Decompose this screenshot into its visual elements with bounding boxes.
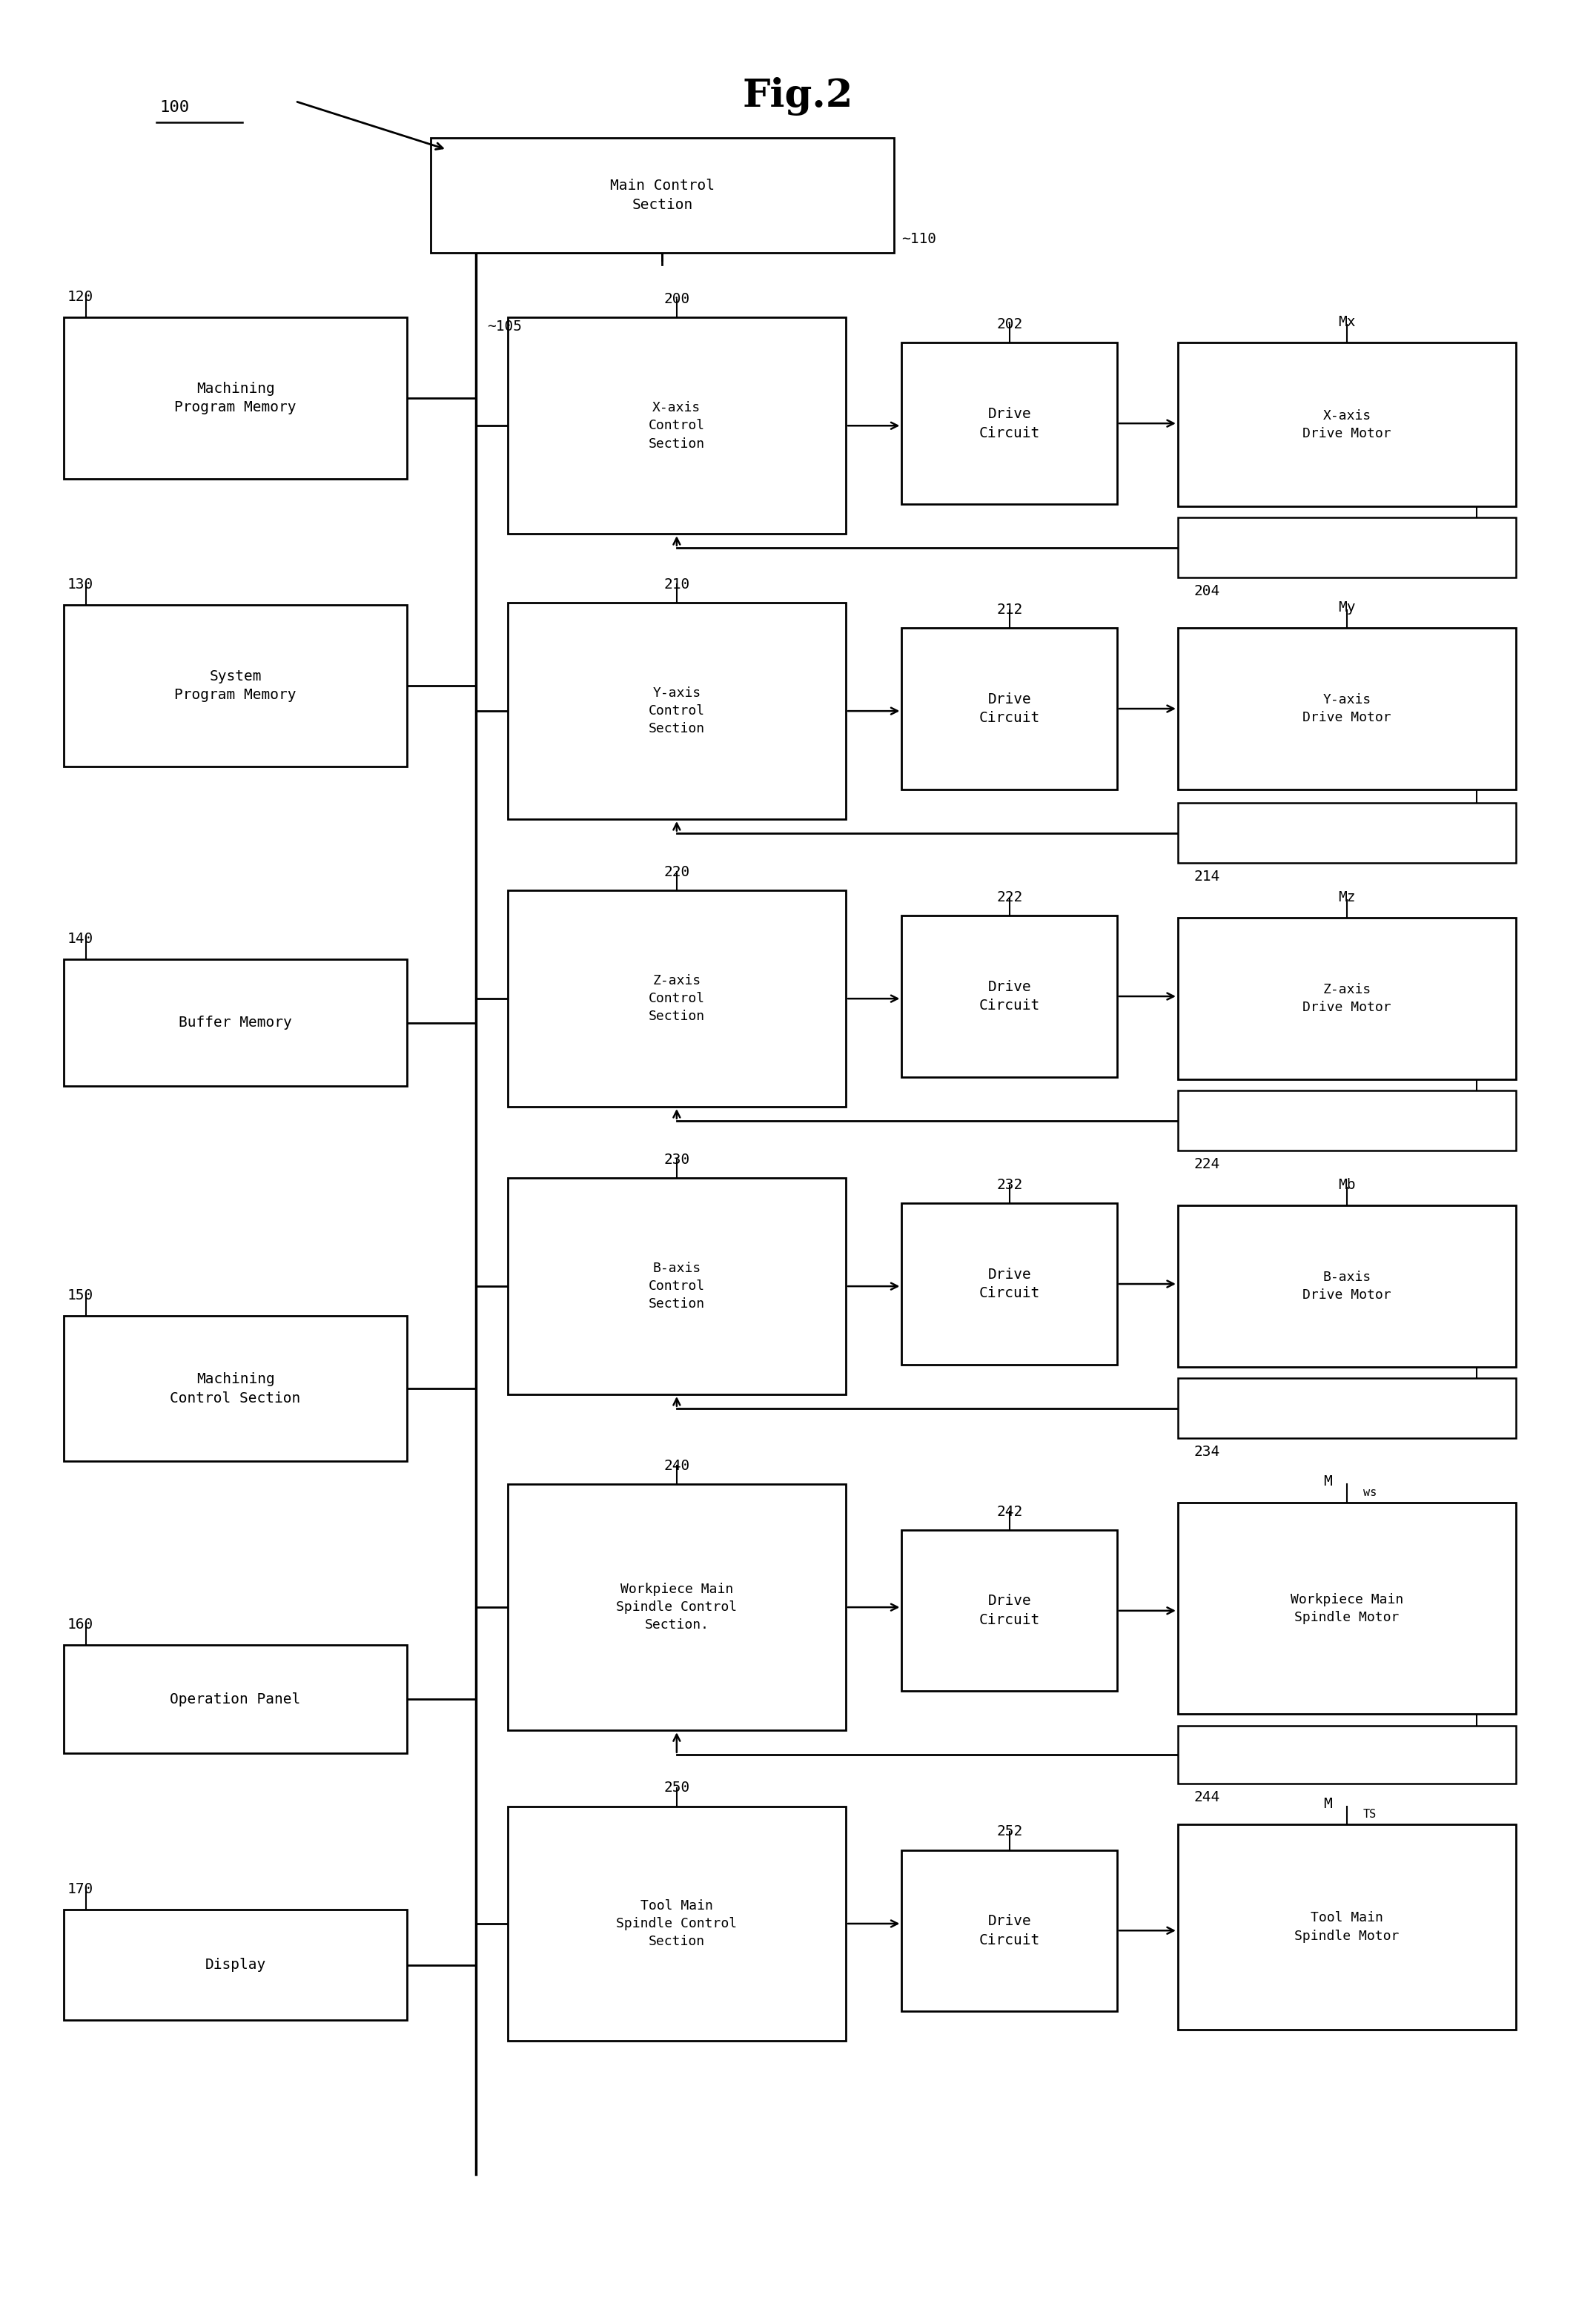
Text: Main Control
Section: Main Control Section [610, 179, 715, 212]
Bar [508, 603, 846, 819]
Bar [902, 343, 1117, 504]
Text: Workpiece Main
Spindle Control
Section.: Workpiece Main Spindle Control Section. [616, 1583, 737, 1631]
Text: 252: 252 [996, 1825, 1023, 1838]
Text: 240: 240 [664, 1459, 689, 1473]
Text: 200: 200 [664, 292, 689, 306]
Text: X-axis
Control
Section: X-axis Control Section [648, 400, 705, 451]
Text: ~105: ~105 [487, 320, 522, 334]
Bar [1178, 518, 1516, 578]
Text: ws: ws [1363, 1486, 1376, 1498]
Bar [1178, 803, 1516, 863]
Text: Drive
Circuit: Drive Circuit [978, 1914, 1041, 1947]
Text: 170: 170 [67, 1882, 93, 1896]
Text: 244: 244 [1194, 1790, 1219, 1804]
Text: Mz: Mz [1339, 890, 1355, 904]
Text: 150: 150 [67, 1289, 93, 1302]
Bar [508, 890, 846, 1107]
Bar [1178, 1206, 1516, 1367]
Bar [64, 1910, 407, 2020]
Text: Z-axis
Control
Section: Z-axis Control Section [648, 973, 705, 1024]
Text: Tool Main
Spindle Control
Section: Tool Main Spindle Control Section [616, 1898, 737, 1949]
Text: 202: 202 [996, 318, 1023, 331]
Bar [1178, 1726, 1516, 1783]
Bar [1178, 1825, 1516, 2029]
Bar [902, 1850, 1117, 2011]
Text: Display: Display [204, 1958, 267, 1972]
Text: 230: 230 [664, 1153, 689, 1167]
Text: B-axis
Control
Section: B-axis Control Section [648, 1261, 705, 1312]
Bar [508, 318, 846, 534]
Text: 100: 100 [160, 101, 190, 115]
Text: My: My [1339, 601, 1355, 614]
Text: Workpiece Main
Spindle Motor: Workpiece Main Spindle Motor [1291, 1592, 1403, 1625]
Text: 224: 224 [1194, 1157, 1219, 1171]
Bar [431, 138, 894, 253]
Bar [64, 960, 407, 1086]
Bar [902, 1530, 1117, 1691]
Bar [1178, 628, 1516, 789]
Text: TS: TS [1363, 1809, 1376, 1820]
Text: Drive
Circuit: Drive Circuit [978, 407, 1041, 439]
Text: Machining
Program Memory: Machining Program Memory [174, 382, 297, 414]
Text: Operation Panel: Operation Panel [171, 1691, 300, 1707]
Text: Drive
Circuit: Drive Circuit [978, 980, 1041, 1012]
Bar [508, 1484, 846, 1730]
Text: 210: 210 [664, 578, 689, 591]
Text: Machining
Control Section: Machining Control Section [171, 1371, 300, 1406]
Text: Tool Main
Spindle Motor: Tool Main Spindle Motor [1294, 1912, 1400, 1942]
Text: ~110: ~110 [902, 232, 937, 246]
Bar [64, 318, 407, 479]
Text: M: M [1323, 1797, 1331, 1811]
Bar [902, 1203, 1117, 1364]
Text: Mb: Mb [1339, 1178, 1355, 1192]
Text: 232: 232 [996, 1178, 1023, 1192]
Bar [64, 1316, 407, 1461]
Bar [1178, 918, 1516, 1079]
Text: 140: 140 [67, 932, 93, 946]
Text: Drive
Circuit: Drive Circuit [978, 693, 1041, 725]
Text: 214: 214 [1194, 870, 1219, 884]
Text: Fig.2: Fig.2 [742, 78, 854, 115]
Text: 222: 222 [996, 890, 1023, 904]
Bar [1178, 1378, 1516, 1438]
Bar [902, 916, 1117, 1077]
Text: 204: 204 [1194, 584, 1219, 598]
Text: Drive
Circuit: Drive Circuit [978, 1268, 1041, 1300]
Text: 242: 242 [996, 1505, 1023, 1519]
Text: B-axis
Drive Motor: B-axis Drive Motor [1302, 1270, 1392, 1302]
Text: 212: 212 [996, 603, 1023, 617]
Bar [1178, 1091, 1516, 1150]
Text: 160: 160 [67, 1618, 93, 1631]
Text: Z-axis
Drive Motor: Z-axis Drive Motor [1302, 983, 1392, 1015]
Text: System
Program Memory: System Program Memory [174, 670, 297, 702]
Text: Buffer Memory: Buffer Memory [179, 1015, 292, 1031]
Bar [64, 605, 407, 766]
Bar [1178, 1503, 1516, 1714]
Text: Y-axis
Drive Motor: Y-axis Drive Motor [1302, 693, 1392, 725]
Text: 250: 250 [664, 1781, 689, 1795]
Text: Mx: Mx [1339, 315, 1355, 329]
Text: 120: 120 [67, 290, 93, 304]
Text: X-axis
Drive Motor: X-axis Drive Motor [1302, 410, 1392, 439]
Text: 234: 234 [1194, 1445, 1219, 1459]
Bar [508, 1178, 846, 1394]
Bar [902, 628, 1117, 789]
Text: 220: 220 [664, 865, 689, 879]
Text: Y-axis
Control
Section: Y-axis Control Section [648, 686, 705, 736]
Bar [64, 1645, 407, 1753]
Bar [1178, 343, 1516, 506]
Bar [508, 1806, 846, 2041]
Text: M: M [1323, 1475, 1331, 1489]
Text: 130: 130 [67, 578, 93, 591]
Text: Drive
Circuit: Drive Circuit [978, 1595, 1041, 1627]
